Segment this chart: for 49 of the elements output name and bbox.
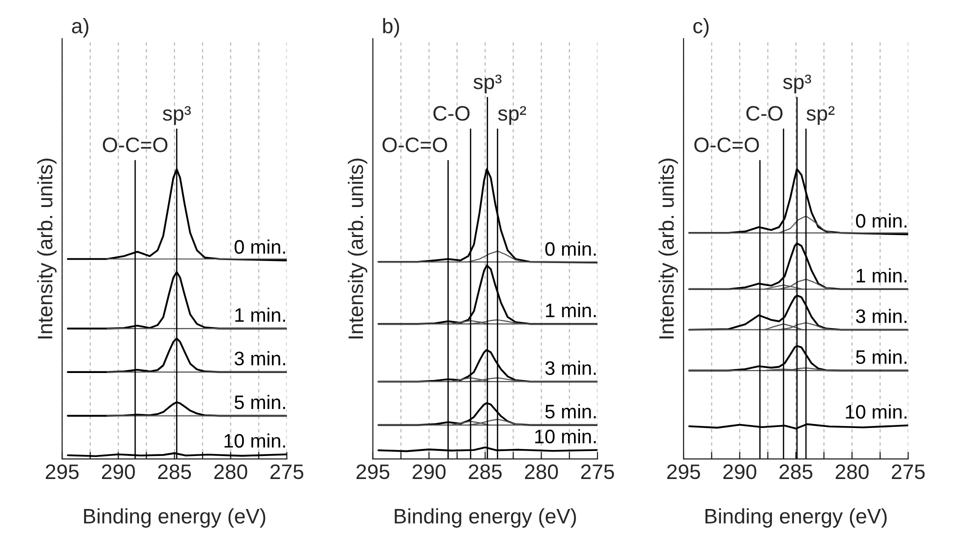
x-tick-label: 285 xyxy=(780,464,812,480)
ref-line-label: C-O xyxy=(433,106,470,121)
ref-line-label: sp³ xyxy=(162,106,191,125)
x-tick-label: 290 xyxy=(102,464,135,480)
x-tick-label: 275 xyxy=(581,464,614,480)
series-label: 1 min. xyxy=(856,268,906,282)
ref-line-label: sp² xyxy=(806,106,835,125)
series-label: 5 min. xyxy=(545,404,596,418)
series-label: 10 min. xyxy=(224,433,286,448)
x-axis-title: Binding energy (eV) xyxy=(84,508,266,528)
series-label: 3 min. xyxy=(545,360,596,375)
ref-line-label: sp³ xyxy=(474,74,502,94)
chart-title: b) xyxy=(383,18,400,38)
x-tick-label: 295 xyxy=(356,464,390,480)
x-tick-label: 295 xyxy=(46,464,79,480)
x-tick-label: 275 xyxy=(892,464,925,480)
series-label: 1 min. xyxy=(546,303,596,318)
x-tick-label: 280 xyxy=(525,464,558,480)
x-axis-title: Binding energy (eV) xyxy=(706,508,887,528)
series-label: 0 min. xyxy=(234,240,286,254)
x-tick-label: 285 xyxy=(468,464,502,480)
y-axis-title: Intensity (arb. units) xyxy=(37,158,57,338)
ref-line-label: C-O xyxy=(746,106,783,121)
x-tick-label: 280 xyxy=(214,464,248,480)
chart-title: a) xyxy=(72,18,88,38)
series-label: 5 min. xyxy=(234,394,286,410)
x-tick-label: 275 xyxy=(270,464,304,480)
series-label: 0 min. xyxy=(545,242,596,256)
series-label: 10 min. xyxy=(535,429,596,444)
series-label: 5 min. xyxy=(856,350,906,364)
series-label: 0 min. xyxy=(856,213,906,228)
chart-title: c) xyxy=(693,18,709,38)
y-axis-title: Intensity (arb. units) xyxy=(658,158,678,338)
x-tick-label: 285 xyxy=(158,464,191,480)
series-label: 1 min. xyxy=(235,308,286,322)
y-axis-title: Intensity (arb. units) xyxy=(348,158,368,338)
series-label: 10 min. xyxy=(846,404,906,419)
x-tick-label: 295 xyxy=(667,464,700,480)
ref-line-label: O-C=O xyxy=(694,138,759,152)
ref-line-label: sp² xyxy=(498,106,526,125)
ref-line-label: sp³ xyxy=(783,74,812,94)
x-axis-title: Binding energy (eV) xyxy=(394,508,576,528)
series-label: 3 min. xyxy=(856,308,906,324)
series-label: 3 min. xyxy=(234,351,286,366)
ref-line-label: O-C=O xyxy=(382,138,448,152)
x-tick-label: 280 xyxy=(836,464,869,480)
x-tick-label: 290 xyxy=(723,464,756,480)
ref-line-label: O-C=O xyxy=(102,138,168,152)
x-tick-label: 290 xyxy=(412,464,446,480)
